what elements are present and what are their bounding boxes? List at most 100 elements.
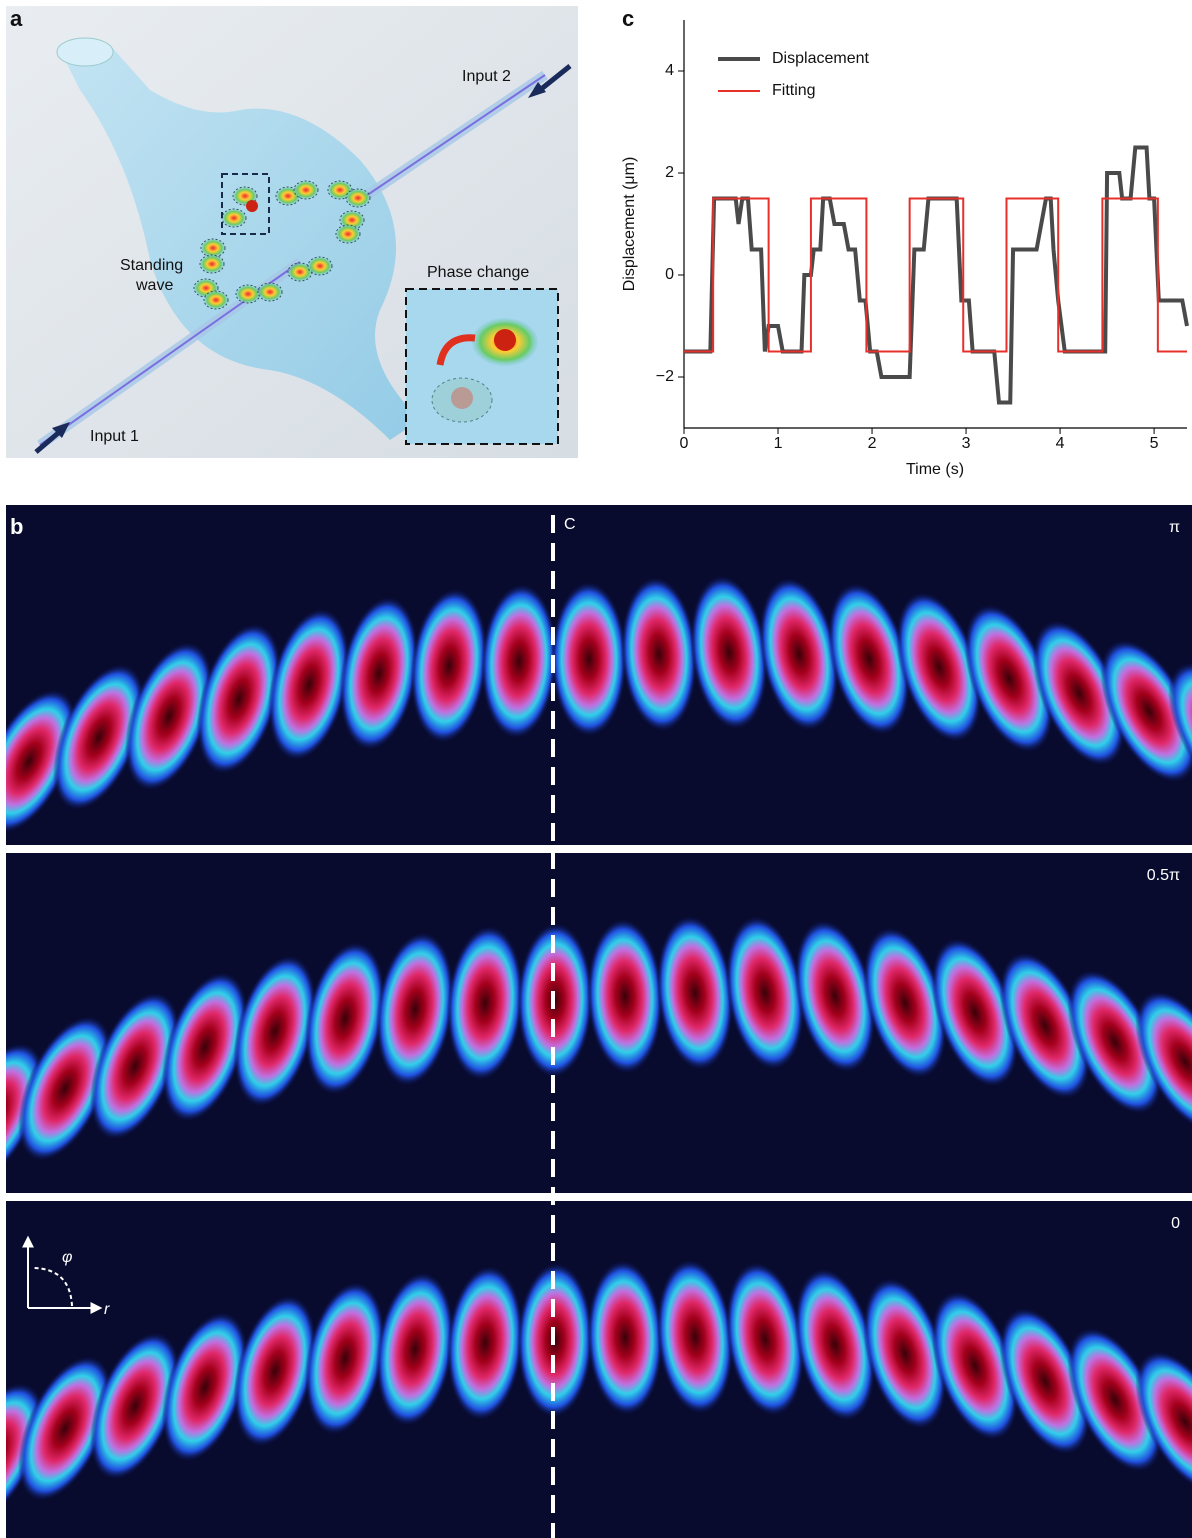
trap-site <box>200 238 226 258</box>
lobe <box>6 1042 45 1186</box>
particle <box>494 329 516 351</box>
lobe <box>161 1311 249 1463</box>
lobe <box>89 991 181 1141</box>
lobe <box>196 623 282 775</box>
center-label: C <box>564 516 576 533</box>
lobe <box>446 1265 524 1421</box>
standing-wave-label: Standing <box>120 257 183 274</box>
x-tick-label: 3 <box>962 435 971 452</box>
lobe <box>725 1261 805 1417</box>
lobe <box>1135 1350 1192 1493</box>
lobe <box>6 689 78 834</box>
x-tick-label: 2 <box>868 435 877 452</box>
r-label: r <box>104 1301 110 1318</box>
lobe <box>1067 969 1163 1115</box>
map-row <box>6 915 1192 1186</box>
panel-label: b <box>10 514 23 539</box>
phase-label: 0.5π <box>1147 867 1180 884</box>
lobe <box>375 1271 455 1427</box>
lobe <box>89 1331 181 1481</box>
trap-site <box>335 224 361 244</box>
lobe <box>375 931 455 1087</box>
series-line <box>684 197 1187 353</box>
lobe <box>586 1259 664 1416</box>
y-tick-label: −2 <box>656 368 674 385</box>
input-arrowhead-2 <box>528 82 546 98</box>
trap-site <box>203 290 229 310</box>
lobe <box>233 954 317 1108</box>
lobe <box>999 1307 1091 1455</box>
lobe <box>480 583 558 740</box>
lobe <box>52 663 146 811</box>
fiber-2-core <box>359 74 546 201</box>
zoom-box <box>221 173 270 235</box>
lobe <box>656 1259 734 1415</box>
angle-arc <box>31 1267 73 1307</box>
trap-site <box>293 180 319 200</box>
lobe <box>6 1382 45 1526</box>
phase-change-label: Phase change <box>427 264 529 281</box>
input-1-label: Input 1 <box>90 428 139 445</box>
lobe <box>931 937 1019 1088</box>
standing-wave-label: wave <box>135 277 173 294</box>
input-arrowhead-1 <box>52 422 70 438</box>
input-2-label: Input 2 <box>462 68 511 85</box>
lobe <box>896 591 982 743</box>
phase-label: π <box>1169 519 1180 536</box>
lobe <box>161 971 249 1123</box>
lobe <box>124 641 214 792</box>
lobe <box>304 941 386 1096</box>
lobe <box>656 915 734 1071</box>
lobe <box>964 604 1054 753</box>
lobe <box>17 1015 113 1162</box>
lobe <box>931 1290 1019 1441</box>
lobe <box>690 574 768 731</box>
lobe <box>17 1355 113 1502</box>
panel-label: c <box>622 6 634 31</box>
lobe <box>304 1281 386 1436</box>
y-tick-label: 0 <box>665 266 674 283</box>
lobe <box>268 607 350 762</box>
input-arrow-2 <box>538 64 572 92</box>
trap-site <box>307 256 333 276</box>
field-maps: C π 0.5π 0 φ r b <box>6 505 1192 1538</box>
legend-label: Fitting <box>772 82 816 99</box>
illustration: Input 2 Input 1 Standing wave Phase chan… <box>6 6 578 458</box>
lobe <box>1135 990 1192 1133</box>
move-arrow <box>436 334 476 366</box>
lobe <box>863 1277 947 1430</box>
legend-label: Displacement <box>772 50 869 67</box>
trap-site <box>327 180 353 200</box>
outlet <box>56 37 114 67</box>
lobe <box>794 919 876 1073</box>
map-row <box>6 574 1192 845</box>
panel-label: a <box>10 6 23 31</box>
trap-site <box>257 282 283 302</box>
particle-old <box>451 387 473 409</box>
phi-label: φ <box>62 1249 72 1266</box>
trap-sites <box>193 180 371 310</box>
x-tick-label: 1 <box>774 435 783 452</box>
particle <box>246 200 258 212</box>
lobe <box>863 926 947 1079</box>
lobe <box>827 582 911 736</box>
lobe <box>410 588 488 744</box>
lobe <box>1067 1327 1163 1473</box>
x-tick-label: 5 <box>1150 435 1159 452</box>
lobe <box>725 915 805 1071</box>
lobe <box>1100 639 1192 783</box>
phase-label: 0 <box>1171 1215 1180 1232</box>
lobe <box>794 1267 876 1422</box>
y-tick-label: 2 <box>665 164 674 181</box>
trap-site <box>221 208 247 228</box>
trap-site <box>345 188 371 208</box>
lobe <box>233 1294 317 1448</box>
lobe <box>1032 619 1126 767</box>
chamber <box>60 38 420 441</box>
lobe <box>446 925 524 1081</box>
lobe <box>620 576 698 733</box>
lobe <box>550 581 628 738</box>
lobe <box>999 951 1091 1100</box>
trap-site <box>235 284 261 304</box>
